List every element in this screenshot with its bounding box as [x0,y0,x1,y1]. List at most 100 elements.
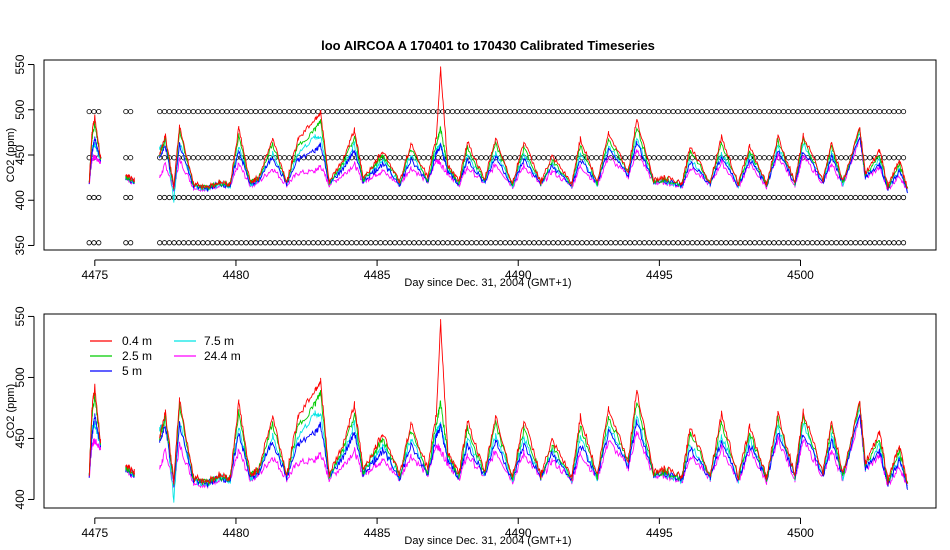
calibration-point [694,108,700,115]
calibration-point [646,194,652,201]
calibration-point [368,240,374,246]
calibration-point [176,108,182,115]
calibration-point [363,194,369,201]
calibration-point [214,240,220,246]
calibration-point [862,108,868,115]
calibration-point [214,108,220,115]
calibration-point [852,240,859,246]
calibration-point [689,155,695,161]
calibration-point [780,240,787,246]
calibration-point [881,240,887,246]
calibration-point [833,194,839,201]
x-tick-label: 4500 [787,526,814,540]
calibration-point [675,155,681,161]
calibration-point [670,194,676,201]
calibration-point [435,240,441,246]
calibration-point [459,194,465,201]
calibration-point [771,240,777,246]
calibration-point [445,240,451,246]
calibration-point [843,194,849,201]
calibration-point [737,155,743,161]
calibration-point [627,108,633,115]
calibration-point [387,108,393,115]
calibration-point [881,194,887,201]
calibration-point [541,108,547,115]
calibration-point [756,108,763,115]
calibration-point [819,240,825,246]
calibration-point [257,240,264,246]
calibration-point [301,194,307,201]
calibration-point [416,240,422,246]
calibration-point [493,240,499,246]
calibration-point [569,240,576,246]
calibration-point [872,194,878,201]
calibration-point [689,240,695,246]
y-axis-label-top: CO2 (ppm) [5,128,17,182]
calibration-point [397,155,403,161]
calibration-point [545,240,552,246]
calibration-point [809,240,815,246]
calibration-point [224,155,230,161]
calibration-point [699,108,705,115]
calibration-point [689,194,695,201]
calibration-point [430,194,436,201]
calibration-point [411,108,417,115]
calibration-point [315,155,321,161]
calibration-point [804,194,811,201]
calibration-point [900,108,907,115]
x-axis-label-bottom: Day since Dec. 31, 2004 (GMT+1) [404,535,571,547]
calibration-point [123,155,129,161]
calibration-point [325,194,331,201]
calibration-point [478,155,484,161]
calibration-point [195,155,201,161]
plot-frame-bottom [43,313,937,509]
calibration-point [900,155,907,161]
calibration-point [406,240,412,246]
calibration-point [411,240,417,246]
calibration-point [281,108,288,115]
calibration-point [593,155,600,161]
calibration-point [425,108,432,115]
calibration-point [732,194,739,201]
calibration-point [195,194,201,201]
calibration-point [713,194,719,201]
calibration-point [704,240,710,246]
calibration-point [469,108,475,115]
calibration-point [843,108,849,115]
calibration-point [473,240,480,246]
calibration-point [589,240,595,246]
calibration-point [517,108,523,115]
calibration-point [305,155,312,161]
calibration-point [766,108,772,115]
calibration-point [459,240,465,246]
calibration-point [229,155,235,161]
calibration-point [425,240,432,246]
calibration-point [675,108,681,115]
calibration-point [344,194,350,201]
calibration-point [454,155,460,161]
calibration-point [214,155,220,161]
calibration-point [656,194,662,201]
calibration-point [315,108,321,115]
calibration-point [373,194,379,201]
calibration-point [800,240,806,246]
x-tick-label: 4490 [505,268,532,282]
calibration-point [339,194,345,201]
calibration-point [708,240,715,246]
calibration-point [541,194,547,201]
calibration-point [617,108,624,115]
calibration-point [325,108,331,115]
calibration-point [430,108,436,115]
calibration-point [181,194,187,201]
calibration-point [219,108,225,115]
calibration-point [766,194,772,201]
calibration-point [589,155,595,161]
calibration-point [267,194,273,201]
calibration-point [771,194,777,201]
calibration-point [680,155,686,161]
calibration-point [661,155,667,161]
calibration-point [440,108,446,115]
calibration-point [253,240,259,246]
